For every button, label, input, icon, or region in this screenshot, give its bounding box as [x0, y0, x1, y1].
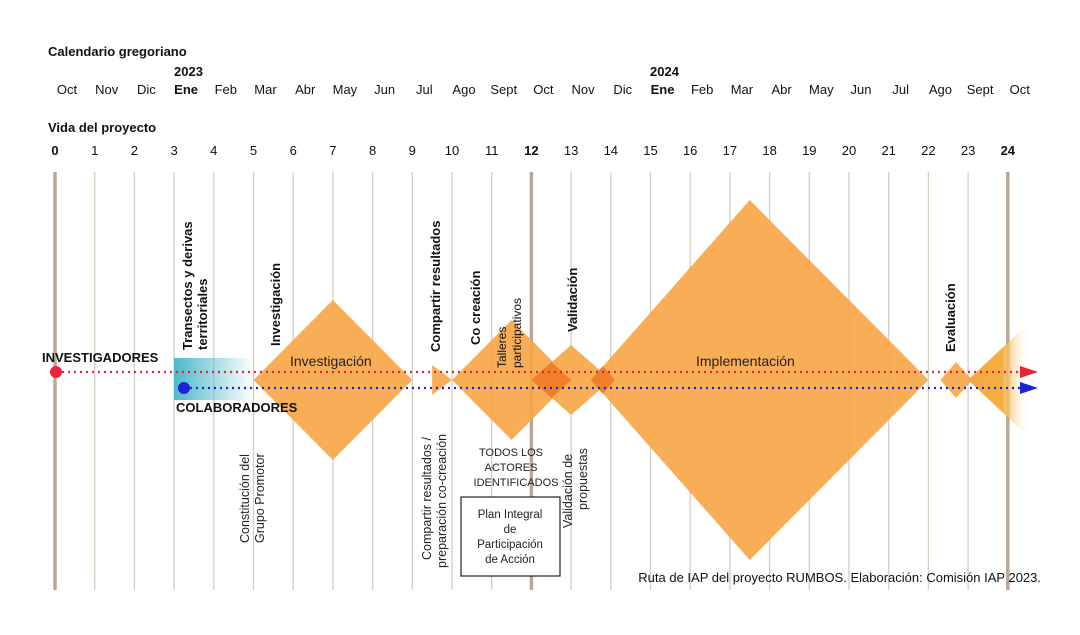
phase-diamond-compartir: [432, 365, 452, 395]
evaluacion-vertical-label: Evaluación: [943, 283, 958, 352]
project-months-row: 0 1 2 3 4 5 6 7 8 9 10 11 12 13 14 15 16 17 18 19 20 21 22 23 24: [51, 143, 1015, 158]
investigadores-start-dot: [50, 366, 62, 378]
project-month-label: 10: [445, 143, 459, 158]
todos-label-line1: TODOS LOS: [479, 447, 543, 459]
project-month-label: 3: [170, 143, 177, 158]
project-month-label: 17: [723, 143, 737, 158]
compartir-prep-label-line1: Compartir resultados /: [420, 437, 434, 560]
calendar-month-label: Dic: [613, 82, 632, 97]
compartir-prep-label-line2: preparación co-creación: [435, 434, 449, 568]
compartir-vertical-label: Compartir resultados: [428, 221, 443, 352]
calendar-month-label: Jul: [416, 82, 433, 97]
year-2024-label: 2024: [650, 64, 680, 79]
calendar-month-label: Jun: [851, 82, 872, 97]
talleres-label-line2: participativos: [510, 298, 524, 368]
calendar-heading: Calendario gregoriano: [48, 44, 187, 59]
validacion-vertical-label: Validación: [565, 268, 580, 332]
calendar-month-label: Ene: [651, 82, 675, 97]
final-fade-shape: [968, 322, 1030, 438]
project-month-label: 22: [921, 143, 935, 158]
plan-box-line2: de: [504, 524, 517, 536]
investigacion-vertical-label: Investigación: [268, 263, 283, 346]
project-month-label: 14: [604, 143, 618, 158]
validacion-prop-label-line2: propuestas: [576, 448, 590, 510]
calendar-month-label: Oct: [1010, 82, 1031, 97]
phase-diamond-cocreacion: [452, 320, 572, 440]
project-month-label: 9: [409, 143, 416, 158]
project-month-label: 19: [802, 143, 816, 158]
todos-label-line3: IDENTIFICADOS: [474, 477, 559, 489]
project-month-label: 16: [683, 143, 697, 158]
project-month-label: 8: [369, 143, 376, 158]
figure-caption: Ruta de IAP del proyecto RUMBOS. Elabora…: [638, 570, 1041, 585]
colaboradores-arrowhead: [1020, 382, 1038, 394]
calendar-month-label: Abr: [771, 82, 792, 97]
plan-integral-box: [460, 496, 561, 577]
transectos-label-line2: territoriales: [195, 278, 210, 350]
investigacion-horizontal-label: Investigación: [290, 353, 372, 369]
project-month-label: 5: [250, 143, 257, 158]
project-month-label: 12: [524, 143, 538, 158]
project-month-label: 21: [881, 143, 895, 158]
calendar-month-label: Jun: [374, 82, 395, 97]
phase-diamond-evaluacion: [940, 362, 973, 398]
calendar-month-label: Nov: [95, 82, 119, 97]
calendar-month-label: Ago: [929, 82, 952, 97]
calendar-month-label: Sept: [967, 82, 994, 97]
calendar-month-label: Feb: [691, 82, 713, 97]
project-month-label: 20: [842, 143, 856, 158]
constitucion-label-line1: Constitución del: [238, 454, 252, 543]
calendar-month-label: Ago: [452, 82, 475, 97]
calendar-month-label: Sept: [490, 82, 517, 97]
todos-label-line2: ACTORES: [485, 462, 538, 474]
phase-diamond-implementacion: [590, 200, 929, 560]
calendar-month-label: Oct: [533, 82, 554, 97]
calendar-month-label: Nov: [572, 82, 596, 97]
project-month-label: 1: [91, 143, 98, 158]
investigadores-label: INVESTIGADORES: [42, 350, 159, 365]
collaboration-band: [174, 358, 254, 400]
implementacion-horizontal-label: Implementación: [696, 353, 795, 369]
calendar-month-label: Mar: [254, 82, 277, 97]
investigadores-arrowhead: [1020, 366, 1038, 378]
cocreacion-vertical-label: Co creación: [468, 271, 483, 345]
calendar-months-row: Oct Nov Dic Ene Feb Mar Abr May Jun Jul Ago Sept Oct…: [57, 82, 1030, 97]
project-month-label: 18: [762, 143, 776, 158]
calendar-month-label: May: [809, 82, 834, 97]
project-month-label: 24: [1001, 143, 1016, 158]
project-month-label: 13: [564, 143, 578, 158]
project-month-label: 15: [643, 143, 657, 158]
constitucion-label-line2: Grupo Promotor: [253, 453, 267, 543]
project-month-label: 0: [51, 143, 58, 158]
calendar-month-label: Dic: [137, 82, 156, 97]
project-month-label: 6: [290, 143, 297, 158]
calendar-month-label: Oct: [57, 82, 78, 97]
colaboradores-start-dot: [178, 382, 190, 394]
project-month-label: 7: [329, 143, 336, 158]
calendar-month-label: Feb: [215, 82, 237, 97]
project-month-label: 2: [131, 143, 138, 158]
colaboradores-label: COLABORADORES: [176, 400, 298, 415]
calendar-month-label: Jul: [892, 82, 909, 97]
validacion-prop-label-line1: Validación de: [561, 454, 575, 528]
calendar-month-label: Mar: [731, 82, 754, 97]
project-month-label: 4: [210, 143, 217, 158]
phase-diamond-investigacion: [253, 300, 413, 460]
plan-box-line4: de Acción: [485, 554, 535, 566]
talleres-label-line1: Talleres: [495, 327, 509, 368]
plan-box-line3: Participación: [477, 539, 543, 551]
plan-box-line1: Plan Integral: [478, 509, 543, 521]
year-2023-label: 2023: [174, 64, 203, 79]
transectos-label-line1: Transectos y derivas: [180, 221, 195, 350]
calendar-month-label: Ene: [174, 82, 198, 97]
project-month-label: 11: [485, 143, 499, 158]
project-heading: Vida del proyecto: [48, 120, 156, 135]
project-month-label: 23: [961, 143, 975, 158]
calendar-month-label: Abr: [295, 82, 316, 97]
calendar-month-label: May: [333, 82, 358, 97]
